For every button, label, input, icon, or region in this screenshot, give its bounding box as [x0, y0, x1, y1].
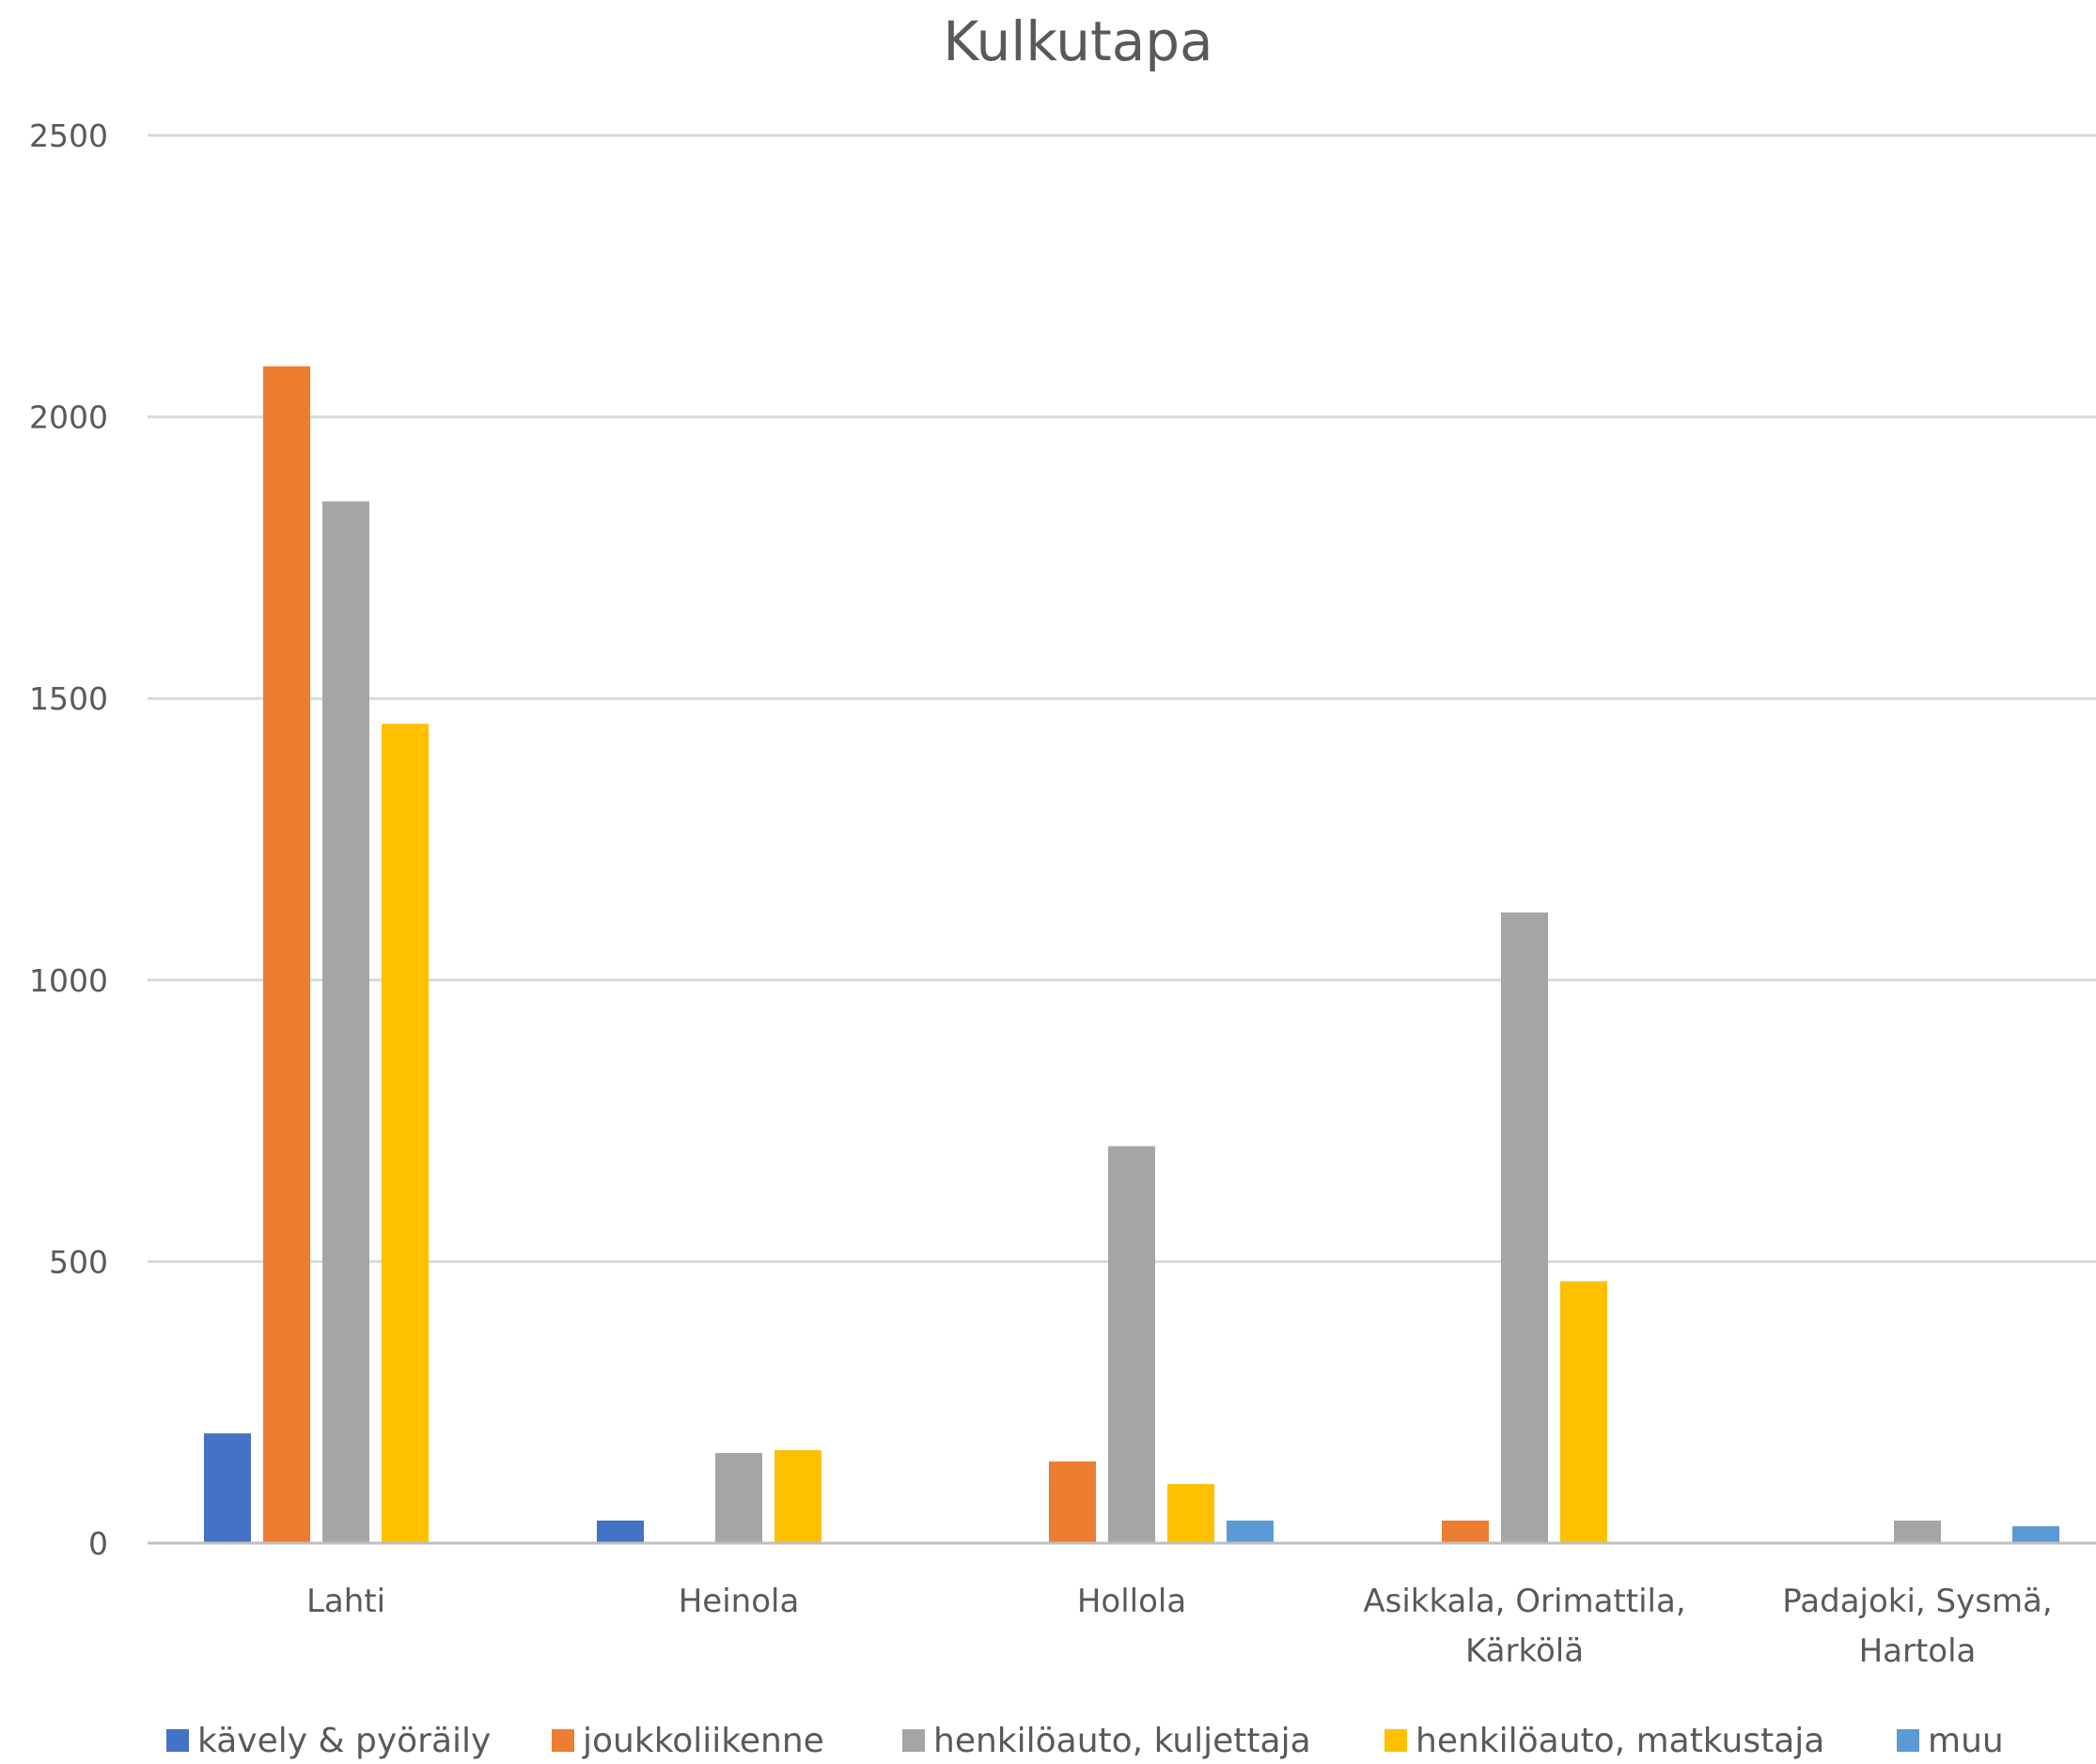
legend-label: joukkoliikenne — [582, 1722, 824, 1760]
legend-swatch — [552, 1729, 574, 1752]
bar-series-1-category-2 — [597, 1521, 644, 1543]
legend-label: henkilöauto, kuljettaja — [933, 1722, 1311, 1760]
bar-series-5-category-5 — [2012, 1526, 2059, 1543]
bar-series-3-category-2 — [715, 1453, 762, 1543]
category-label: Asikkala, Orimattila, Kärkölä — [1363, 1583, 1685, 1670]
category-label: Heinola — [679, 1583, 800, 1620]
bar-series-2-category-3 — [1049, 1461, 1096, 1543]
legend-swatch — [902, 1729, 925, 1752]
legend-swatch — [1384, 1729, 1407, 1752]
legend-swatch — [166, 1729, 189, 1752]
bar-series-2-category-1 — [263, 366, 310, 1544]
bar-series-4-category-4 — [1560, 1281, 1607, 1543]
y-tick-label: 1500 — [29, 680, 108, 717]
gridlines — [148, 133, 2096, 1263]
legend-label: muu — [1928, 1722, 2004, 1760]
y-tick-label: 2000 — [29, 399, 108, 436]
y-tick-label: 0 — [88, 1525, 108, 1562]
bar-series-3-category-4 — [1501, 912, 1548, 1543]
category-labels: Lahti Heinola Hollola Asikkala, Orimattila,… — [306, 1583, 2053, 1670]
y-tick-label: 1000 — [29, 962, 108, 999]
category-label: Padajoki, Sysmä, Hartola — [1782, 1583, 2052, 1670]
legend-swatch — [1897, 1729, 1919, 1752]
bar-series-1-category-1 — [204, 1433, 251, 1543]
bars — [204, 366, 2059, 1544]
bar-series-4-category-1 — [382, 724, 429, 1543]
bar-series-2-category-4 — [1442, 1521, 1489, 1543]
bar-series-4-category-3 — [1167, 1484, 1214, 1543]
legend-label: henkilöauto, matkustaja — [1416, 1722, 1824, 1760]
chart-title: Kulkutapa — [943, 9, 1212, 73]
y-tick-label: 500 — [49, 1243, 108, 1280]
category-label: Lahti — [306, 1583, 385, 1620]
bar-series-3-category-3 — [1108, 1146, 1155, 1543]
bar-series-4-category-2 — [774, 1450, 821, 1543]
y-tick-label: 2500 — [29, 117, 108, 154]
category-label: Hollola — [1077, 1583, 1186, 1620]
legend-label: kävely & pyöräily — [197, 1722, 491, 1760]
bar-series-3-category-1 — [322, 501, 369, 1543]
bar-series-3-category-5 — [1894, 1521, 1941, 1543]
y-axis-tick-labels: 0 500 1000 1500 2000 2500 — [29, 117, 108, 1562]
bar-series-5-category-3 — [1227, 1521, 1274, 1543]
legend: kävely & pyöräily joukkoliikenne henkilöau… — [166, 1722, 2004, 1760]
